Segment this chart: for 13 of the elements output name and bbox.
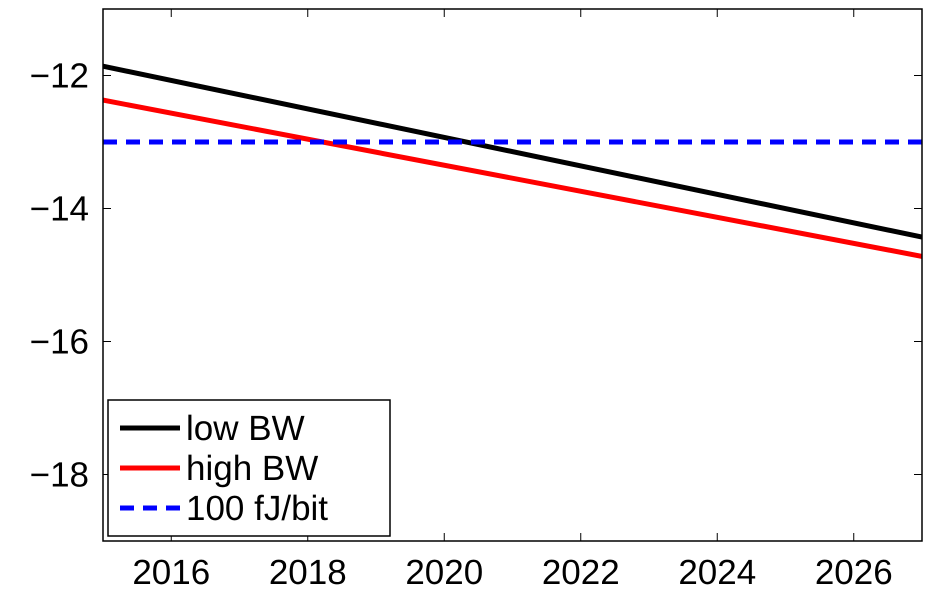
x-tick-label: 2024 xyxy=(678,553,756,592)
legend-label: low BW xyxy=(186,409,305,448)
legend-label: 100 fJ/bit xyxy=(186,489,328,528)
x-tick-label: 2022 xyxy=(542,553,620,592)
y-tick-label: −18 xyxy=(30,456,89,494)
y-tick-label: −12 xyxy=(30,56,89,96)
y-tick-label: −14 xyxy=(30,190,89,228)
x-tick-label: 2020 xyxy=(405,553,484,592)
y-tick-label: −16 xyxy=(30,322,89,362)
legend-label: high BW xyxy=(186,449,318,488)
x-tick-label: 2026 xyxy=(814,553,893,592)
x-tick-label: 2018 xyxy=(268,553,347,592)
x-tick-label: 2016 xyxy=(132,553,210,592)
